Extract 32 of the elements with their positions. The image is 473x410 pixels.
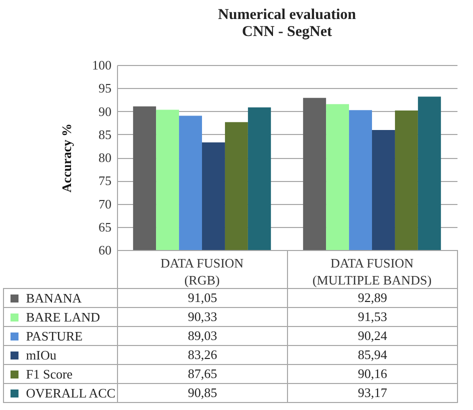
x-tick-label: DATA FUSION (RGB): [160, 256, 244, 288]
y-tick-label: 80: [98, 150, 112, 165]
data-label: 89,03: [118, 326, 288, 346]
legend-label: F1 Score: [26, 366, 73, 382]
x-tick-label: DATA FUSION (MULTIPLE BANDS): [312, 256, 432, 288]
chart-title: Numerical evaluation: [218, 7, 357, 23]
y-tick-label: 75: [98, 173, 112, 188]
data-label: 91,53: [288, 308, 458, 326]
data-label: 91,05: [118, 288, 288, 308]
y-tick-label: 100: [92, 58, 112, 72]
legend-label: mIOu: [26, 348, 57, 362]
y-tick-label: 85: [98, 126, 112, 142]
legend-label: PASTURE: [26, 328, 83, 344]
y-axis-title: Accuracy %: [59, 124, 74, 192]
data-label: 92,89: [288, 288, 458, 308]
data-label: 83,26: [118, 346, 288, 364]
legend-label: BANANA: [26, 290, 82, 306]
y-tick-label: 70: [98, 196, 112, 212]
y-tick-label: 90: [98, 104, 112, 119]
data-label: 93,17: [288, 384, 458, 402]
y-tick-label: 60: [98, 242, 112, 258]
data-label: 90,33: [118, 308, 288, 326]
data-label: 85,94: [288, 346, 458, 364]
y-tick-label: 95: [98, 80, 112, 96]
legend-label: BARE LAND: [26, 310, 100, 324]
chart-subtitle: CNN - SegNet: [242, 24, 332, 40]
data-label: 90,16: [288, 364, 458, 384]
data-label: 90,24: [288, 326, 458, 346]
data-label: 90,85: [118, 384, 288, 402]
legend-label: OVERALL ACC: [26, 386, 116, 400]
y-tick-label: 65: [98, 219, 112, 234]
data-label: 87,65: [118, 364, 288, 384]
